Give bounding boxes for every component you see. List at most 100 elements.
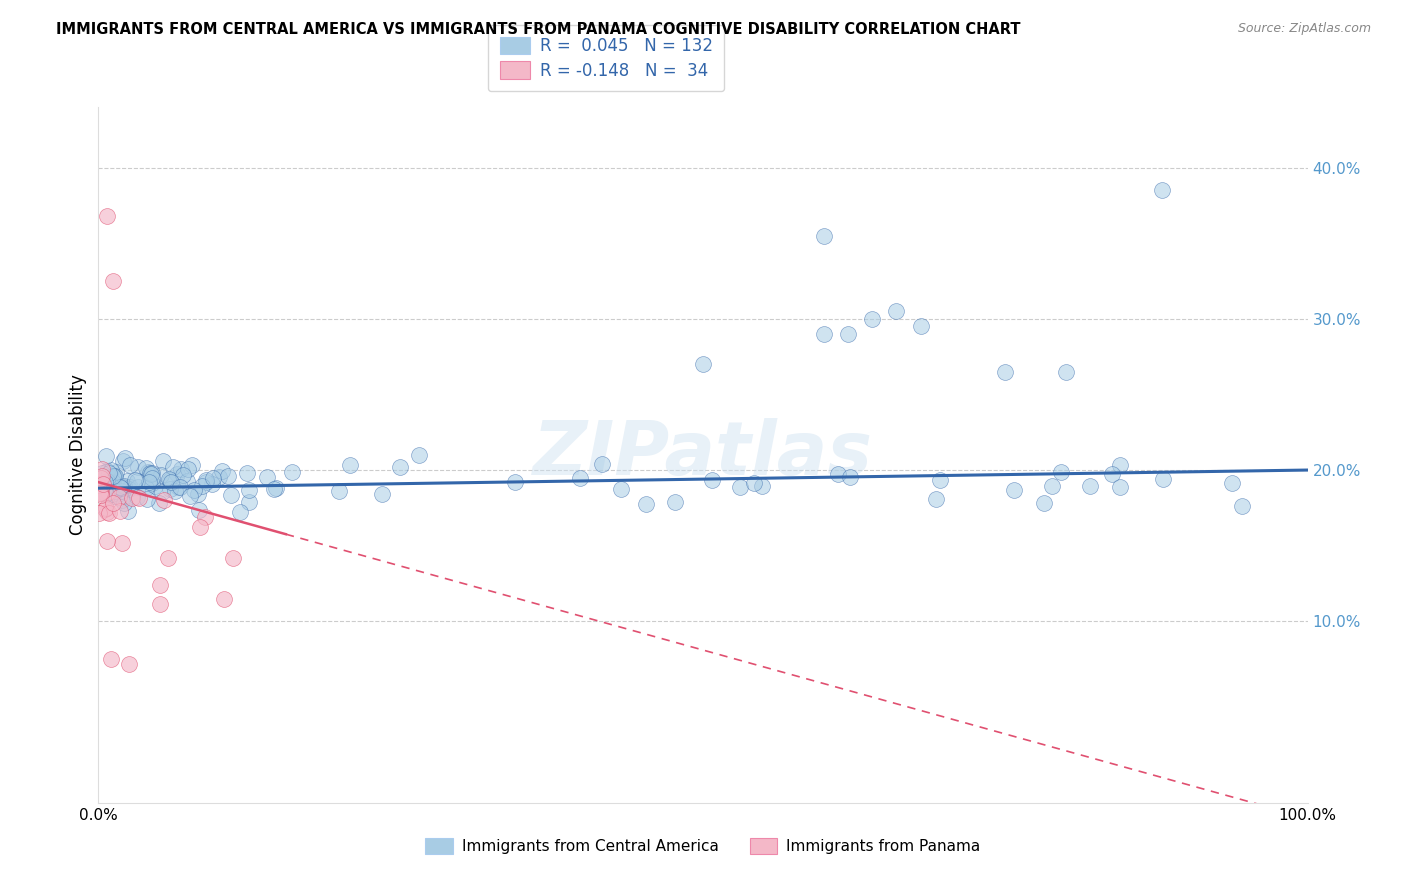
Point [212,592,235,607]
Point [121,491,143,506]
Point [148,496,170,510]
Point [1042,479,1064,493]
Text: IMMIGRANTS FROM CENTRAL AMERICA VS IMMIGRANTS FROM PANAMA COGNITIVE DISABILITY C: IMMIGRANTS FROM CENTRAL AMERICA VS IMMIG… [56,22,1021,37]
Point [636,497,658,511]
Point [925,491,948,506]
Point [101,486,124,500]
Point [96,505,118,519]
Point [103,468,125,483]
Point [97,485,120,500]
Point [280,465,302,479]
Point [112,496,135,510]
Point [339,458,361,472]
Point [744,475,766,490]
Point [103,496,125,510]
Point [111,489,134,503]
Point [141,475,163,490]
Point [170,461,193,475]
Point [219,488,242,502]
Point [89,486,111,500]
Point [187,487,209,501]
Point [117,475,139,489]
Point [141,466,163,480]
Point [860,311,883,326]
Point [118,480,141,494]
Point [127,459,149,474]
Point [1220,476,1243,491]
Point [228,505,250,519]
Legend: Immigrants from Central America, Immigrants from Panama: Immigrants from Central America, Immigra… [415,828,991,864]
Point [180,458,202,472]
Point [90,488,112,502]
Point [195,475,218,489]
Point [103,489,125,503]
Point [389,460,412,475]
Point [94,479,117,493]
Point [159,473,181,487]
Point [118,458,141,472]
Point [108,504,131,518]
Point [138,466,160,480]
Point [256,469,278,483]
Point [91,477,114,491]
Point [110,484,132,499]
Point [135,482,157,496]
Point [152,454,174,468]
Point [238,495,260,509]
Point [700,473,723,487]
Text: ZIPatlas: ZIPatlas [533,418,873,491]
Point [96,489,118,503]
Point [127,490,149,504]
Point [202,471,225,485]
Point [90,485,112,500]
Point [87,506,110,520]
Point [96,534,118,549]
Point [111,480,134,494]
Point [1101,467,1123,482]
Point [910,319,932,334]
Point [610,482,633,496]
Point [149,578,172,592]
Point [149,597,172,611]
Point [98,506,121,520]
Point [1050,465,1073,479]
Point [94,449,117,463]
Point [328,483,350,498]
Point [98,474,121,488]
Point [591,457,613,471]
Point [98,466,121,480]
Point [127,480,149,494]
Point [156,550,179,565]
Point [87,477,110,491]
Point [94,487,117,501]
Point [692,357,714,371]
Point [371,487,394,501]
Point [162,460,184,475]
Point [211,464,233,478]
Point [90,471,112,485]
Point [104,468,127,483]
Point [176,474,198,488]
Point [730,480,752,494]
Point [138,475,160,489]
Point [177,462,200,476]
Point [1002,483,1025,497]
Point [208,470,231,484]
Point [201,476,224,491]
Point [96,474,118,488]
Point [127,474,149,488]
Point [110,481,132,495]
Point [827,467,849,481]
Point [157,472,180,486]
Point [112,454,135,468]
Point [91,466,114,480]
Point [93,502,115,516]
Point [153,493,176,508]
Point [93,483,115,498]
Point [94,501,117,516]
Point [1230,499,1253,513]
Point [143,479,166,493]
Point [503,475,526,490]
Point [188,520,211,534]
Point [96,464,118,478]
